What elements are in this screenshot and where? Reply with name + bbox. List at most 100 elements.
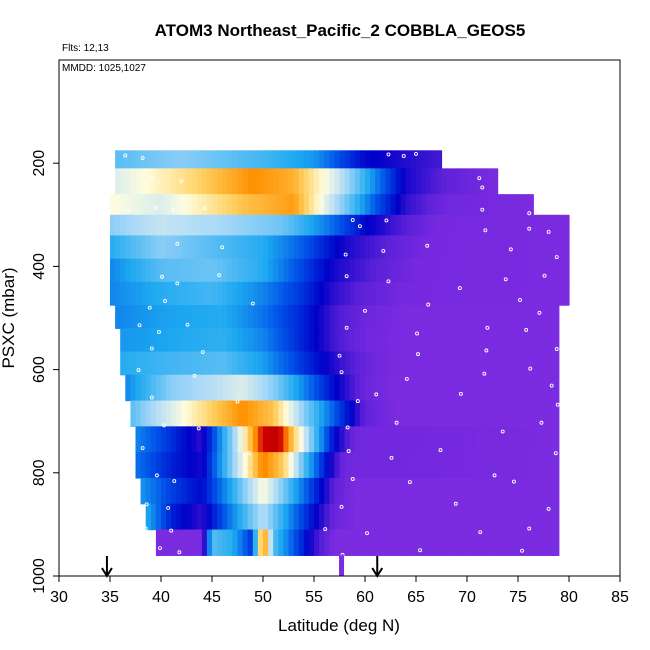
heatmap-cell [533,426,539,453]
heatmap-cell [472,281,478,306]
heatmap-cell [533,351,539,376]
heatmap-cell [375,281,381,306]
heatmap-cell [477,305,483,329]
heatmap-cell [533,328,539,353]
heatmap-cell [186,194,193,216]
sample-point [154,473,159,478]
heatmap-cell [344,168,351,195]
heatmap-cell [201,168,208,195]
heatmap-cell [390,281,397,306]
heatmap-cell [467,168,473,195]
heatmap-cell [487,503,494,531]
heatmap-cell [538,529,545,556]
heatmap-cell [518,374,524,402]
heatmap-cell [257,426,264,453]
heatmap-cell [181,150,188,169]
heatmap-cell [472,168,478,195]
heatmap-cell [502,305,509,329]
heatmap-cell [441,503,448,531]
y-tick-label: 400 [31,253,48,280]
heatmap-cell [324,351,330,376]
heatmap-cell [293,281,300,306]
heatmap-cell [206,503,213,531]
heatmap-cell [242,258,249,283]
heatmap-cell [242,529,249,556]
heatmap-cell [365,305,371,329]
heatmap-cell [375,529,381,556]
heatmap-cell [400,258,407,283]
heatmap-cell [359,235,366,260]
heatmap-cell [181,168,188,195]
heatmap-cell [212,426,218,453]
heatmap-cell [512,235,519,260]
heatmap-cell [370,452,376,479]
heatmap-cell [176,477,182,505]
heatmap-cell [339,235,346,260]
heatmap-cell [237,194,244,216]
heatmap-cell [120,214,126,237]
heatmap-cell [512,305,519,329]
heatmap-cell [176,305,182,329]
heatmap-cell [446,374,453,402]
heatmap-cell [390,426,397,453]
heatmap-cell [477,529,483,556]
heatmap-cell [344,529,351,556]
heatmap-cell [227,328,233,353]
heatmap-cell [186,235,193,260]
heatmap-cell [538,305,545,329]
sample-point [478,530,483,535]
heatmap-cell [278,452,284,479]
heatmap-cell [446,351,453,376]
heatmap-cell [467,477,473,505]
heatmap-cell [278,351,284,376]
heatmap-cell [502,235,509,260]
heatmap-cell [263,235,269,260]
heatmap-cell [558,258,565,283]
heatmap-cell [451,452,458,479]
heatmap-cell [507,529,514,556]
heatmap-cell [288,305,295,329]
heatmap-cell [237,214,244,237]
heatmap-cell [308,400,315,427]
heatmap-cell [426,529,432,556]
heatmap-cell [456,452,463,479]
sample-point [153,206,158,211]
heatmap-cell [247,374,254,402]
flights-annotation: Flts: 12,13 [62,43,109,54]
heatmap-cell [324,426,330,453]
sample-point [202,206,207,211]
heatmap-cell [186,452,193,479]
heatmap-cell [426,258,432,283]
heatmap-cell [232,374,239,402]
heatmap-cell [365,477,371,505]
heatmap-cell [161,235,167,260]
heatmap-cell [181,235,188,260]
heatmap-cell [339,150,346,169]
heatmap-cell [354,305,361,329]
heatmap-cell [273,374,279,402]
heatmap-cell [431,426,437,453]
heatmap-cell [548,426,555,453]
sample-point [149,395,154,400]
heatmap-cell [426,400,432,427]
heatmap-cell [288,281,295,306]
heatmap-cell [548,258,555,283]
heatmap-cell [145,194,152,216]
heatmap-cell [558,281,565,306]
heatmap-cell [523,452,529,479]
heatmap-cell [507,194,514,216]
heatmap-cell [150,194,157,216]
heatmap-cell [191,452,198,479]
heatmap-cell [242,374,249,402]
heatmap-cell [196,150,203,169]
heatmap-cell [334,351,341,376]
heatmap-cell [477,214,483,237]
sample-point [344,325,349,330]
heatmap-cell [334,258,341,283]
heatmap-cell [446,426,453,453]
heatmap-cell [196,281,203,306]
heatmap-cell [263,281,269,306]
heatmap-cell [359,150,366,169]
heatmap-cell [278,400,284,427]
heatmap-cell [130,374,137,402]
